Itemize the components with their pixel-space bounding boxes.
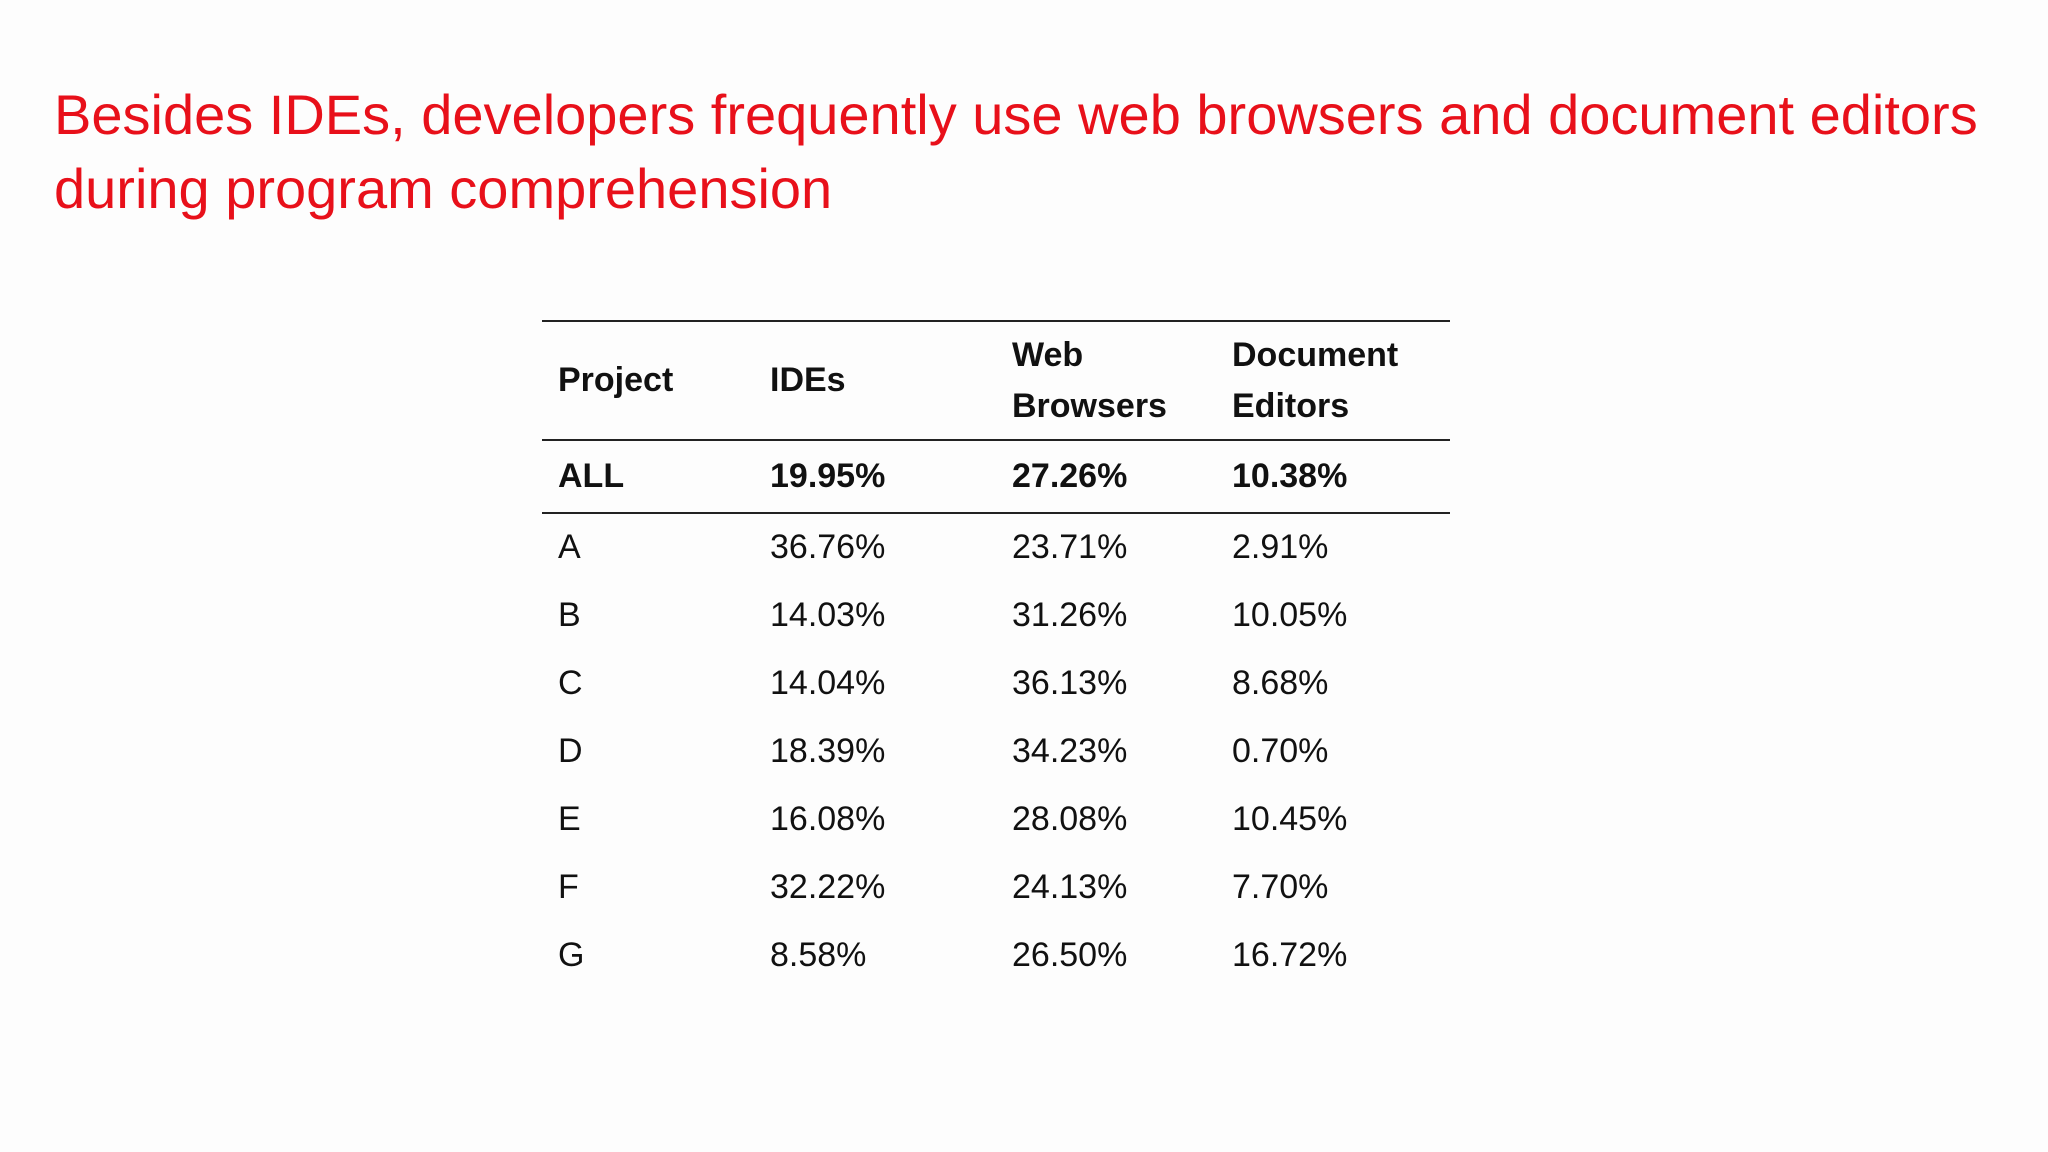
table-row: G 8.58% 26.50% 16.72% [542,921,1450,989]
slide-title: Besides IDEs, developers frequently use … [54,83,1978,220]
table-cell: D [558,731,583,770]
table-cell: 26.50% [1012,935,1128,974]
table-cell: 19.95% [754,440,996,514]
table-cell: 34.23% [1012,731,1128,770]
table-row: ALL 19.95% 27.26% 10.38% [542,440,1450,514]
table-cell: 28.08% [1012,799,1128,838]
table-cell: 14.03% [770,595,886,634]
table-cell: 16.08% [770,799,886,838]
table-cell: 10.05% [1232,595,1348,634]
table-cell: 8.68% [1232,663,1329,702]
table-cell: 10.45% [1232,799,1348,838]
table-row: B 14.03% 31.26% 10.05% [542,581,1450,649]
table-cell: E [558,799,581,838]
table-cell: 24.13% [1012,867,1128,906]
table-body: ALL 19.95% 27.26% 10.38% A 36.76% 23.71% 2.91% B… [542,440,1450,989]
table-row: E 16.08% 28.08% 10.45% [542,785,1450,853]
header-cell: Document Editors [1216,320,1450,441]
table-cell: 14.04% [770,663,886,702]
data-table: Project IDEs Web Browsers Document Editors … [542,320,1450,989]
table-cell: 7.70% [1232,867,1329,906]
table-cell: A [558,528,581,566]
table-cell: 0.70% [1232,731,1329,770]
table-cell: C [558,663,583,702]
header-cell: Project [542,320,754,441]
table-cell: 2.91% [1232,528,1329,566]
table-cell: F [558,867,579,906]
table-cell: 23.71% [1012,528,1128,566]
header-row: Project IDEs Web Browsers Document Editors [542,320,1450,441]
table-cell: 32.22% [770,867,886,906]
table-cell: ALL [542,440,754,514]
table-cell: 18.39% [770,731,886,770]
table-cell: 27.26% [996,440,1216,514]
header-cell: IDEs [754,320,996,441]
table-header: Project IDEs Web Browsers Document Editors [542,320,1450,441]
table-cell: B [558,595,581,634]
table-cell: 16.72% [1232,935,1348,974]
table-cell: G [558,935,585,974]
table-cell: 31.26% [1012,595,1128,634]
table-row: D 18.39% 34.23% 0.70% [542,717,1450,785]
table-cell: 10.38% [1216,440,1450,514]
header-cell: Web Browsers [996,320,1216,441]
table-row: A 36.76% 23.71% 2.91% [542,513,1450,581]
table-row: F 32.22% 24.13% 7.70% [542,853,1450,921]
table-cell: 36.13% [1012,663,1128,702]
table-row: C 14.04% 36.13% 8.68% [542,649,1450,717]
table-cell: 36.76% [770,528,886,566]
table-cell: 8.58% [770,935,867,974]
